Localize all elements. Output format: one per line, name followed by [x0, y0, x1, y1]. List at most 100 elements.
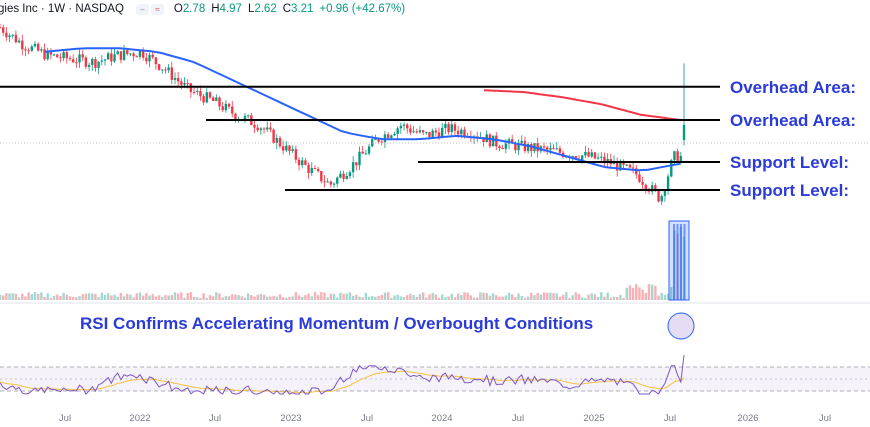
ma-200-line: [483, 89, 681, 121]
candle-body: [364, 153, 368, 155]
volume-bar: [278, 294, 282, 300]
volume-bar: [415, 296, 418, 300]
candle-body: [78, 54, 81, 63]
x-tick-label: 2025: [583, 413, 604, 424]
volume-bar: [17, 297, 21, 300]
candle-body: [192, 91, 196, 93]
candle-body: [110, 53, 113, 62]
candle-body: [590, 152, 593, 157]
candle-body: [380, 141, 383, 143]
volume-bar: [390, 297, 393, 300]
volume-bar: [549, 292, 552, 300]
volume-bar: [580, 297, 584, 300]
candle-body: [103, 59, 107, 61]
candle-body: [628, 164, 632, 168]
candle-body: [587, 151, 590, 157]
volume-bar: [253, 296, 256, 300]
volume-bar: [342, 293, 345, 300]
candle-body: [415, 131, 418, 133]
candle-body: [425, 132, 428, 134]
low-label: L: [247, 3, 255, 15]
volume-bar: [377, 296, 380, 300]
volume-bar: [259, 293, 263, 300]
volume-bar: [507, 292, 511, 300]
candle-body: [71, 59, 75, 63]
volume-bar: [596, 296, 600, 300]
volume-bar: [294, 292, 298, 300]
volume-bar: [644, 292, 648, 300]
volume-bar: [367, 296, 371, 300]
candle-body: [59, 57, 62, 59]
candle-body: [186, 83, 189, 85]
candle-body: [323, 181, 326, 183]
volume-bar: [285, 297, 288, 300]
volume-bar: [14, 293, 18, 300]
candle-body: [46, 50, 49, 60]
chart-toggle-buttons[interactable]: – ≈: [135, 3, 164, 15]
candle-body: [43, 49, 46, 60]
volume-bar: [565, 292, 568, 300]
candle-body: [161, 69, 164, 71]
level-label: Overhead Area:: [730, 78, 856, 97]
volume-bar: [100, 292, 104, 300]
candle-body: [447, 123, 450, 133]
candle-body: [593, 152, 597, 159]
volume-bar: [62, 292, 65, 300]
candle-body: [345, 176, 348, 179]
candle-body: [339, 173, 342, 178]
volume-bar: [33, 292, 37, 300]
candle-body: [75, 62, 78, 64]
volume-bar: [288, 296, 291, 300]
volume-bar: [106, 293, 110, 300]
level-label: Support Level:: [730, 153, 849, 172]
x-tick-label: Jul: [664, 413, 676, 424]
volume-bar: [196, 297, 199, 300]
candle-body: [310, 167, 313, 174]
candle-body: [409, 128, 412, 133]
volume-bar: [326, 297, 329, 300]
volume-bar: [542, 292, 546, 300]
volume-bar: [355, 294, 358, 300]
volume-bar: [374, 296, 377, 300]
x-tick-label: Jul: [361, 413, 373, 424]
candle-body: [246, 115, 250, 117]
candle-body: [549, 147, 552, 150]
candle-body: [36, 43, 40, 51]
volume-bar: [434, 294, 438, 300]
volume-bar: [332, 293, 336, 300]
close-label: C: [282, 3, 292, 15]
volume-bar: [536, 293, 539, 300]
candle-body: [138, 50, 142, 57]
candle-body: [670, 160, 673, 177]
volume-bar: [546, 292, 549, 300]
volume-bar: [49, 297, 53, 300]
volume-bar: [240, 296, 243, 300]
volume-bar: [523, 297, 527, 300]
volume-bar: [386, 292, 390, 300]
volume-bar: [126, 293, 129, 300]
volume-bar: [170, 295, 173, 300]
candle-body: [555, 148, 558, 150]
volume-bar: [641, 289, 644, 300]
candle-body: [145, 57, 148, 62]
candle-body: [501, 148, 504, 150]
candle-body: [173, 78, 177, 80]
volume-bar: [600, 292, 603, 300]
candle-body: [431, 130, 434, 137]
high-value: 4.97: [219, 3, 242, 15]
candle-body: [641, 181, 644, 185]
volume-bar: [520, 295, 523, 300]
volume-bar: [221, 297, 224, 300]
candle-body: [638, 174, 641, 182]
volume-bar: [345, 293, 348, 300]
x-tick-label: Jul: [59, 413, 71, 424]
volume-bar: [56, 294, 59, 300]
candle-body: [460, 129, 463, 135]
candle-body: [552, 147, 555, 150]
candle-body: [231, 106, 234, 114]
volume-bar: [122, 296, 126, 300]
volume-bar: [68, 296, 72, 300]
high-label: H: [211, 3, 220, 15]
candle-body: [348, 172, 352, 177]
